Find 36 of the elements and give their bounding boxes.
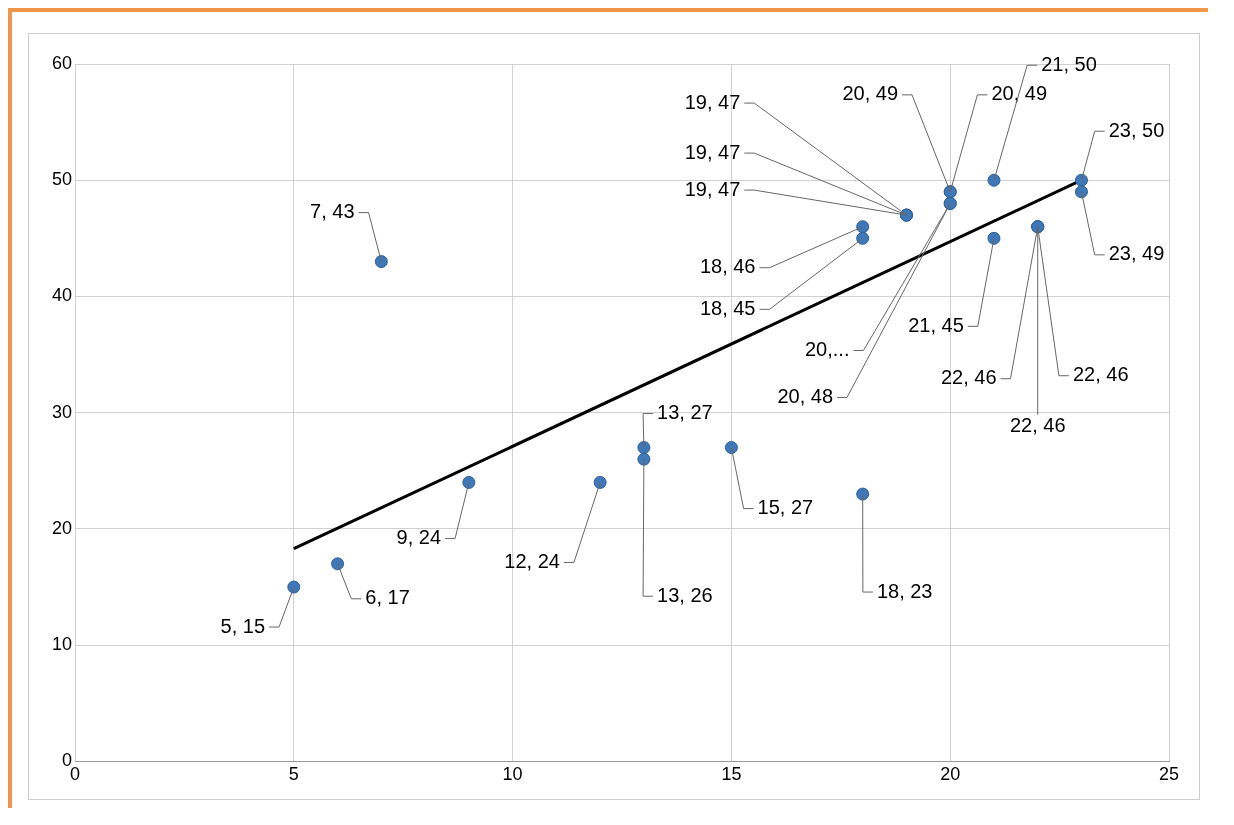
data-label: 6, 17 (365, 586, 410, 609)
y-tick-label: 50 (51, 169, 73, 190)
data-label: 19, 47 (684, 90, 741, 113)
data-label: 20, 48 (777, 385, 834, 407)
data-label: 19, 47 (684, 140, 741, 163)
data-label: 13, 26 (657, 583, 713, 606)
data-label: 21, 50 (1041, 52, 1097, 75)
y-tick-label: 30 (51, 401, 73, 422)
data-label: 9, 24 (396, 525, 442, 548)
y-tick-label: 40 (51, 285, 73, 306)
data-label: 7, 43 (310, 200, 355, 223)
data-label: 18, 23 (876, 579, 933, 602)
data-label: 5, 15 (220, 614, 266, 637)
data-label: 20, 49 (842, 82, 899, 105)
data-label: 12, 24 (504, 549, 560, 572)
y-tick-label: 10 (51, 634, 73, 655)
data-label: 22, 46 (1009, 414, 1066, 437)
data-label: 20,... (804, 338, 850, 360)
data-label: 23, 50 (1108, 118, 1165, 141)
data-label: 13, 27 (657, 401, 713, 424)
data-label: 19, 47 (684, 177, 741, 200)
x-tick-label: 20 (940, 764, 961, 785)
data-label: 21, 45 (908, 313, 964, 336)
data-label: 18, 46 (699, 255, 756, 278)
data-label: 22, 46 (940, 366, 997, 389)
data-label: 15, 27 (757, 496, 814, 519)
y-tick-label: 20 (51, 517, 73, 538)
data-label: 22, 46 (1072, 363, 1129, 386)
x-tick-label: 15 (721, 764, 742, 785)
x-tick-label: 25 (1158, 764, 1180, 785)
x-tick-label: 5 (288, 764, 299, 785)
data-label: 20, 49 (991, 82, 1048, 105)
data-label: 18, 45 (699, 296, 756, 319)
data-label: 23, 49 (1108, 242, 1165, 265)
x-tick-label: 10 (502, 764, 523, 785)
y-tick-label: 60 (51, 52, 73, 73)
